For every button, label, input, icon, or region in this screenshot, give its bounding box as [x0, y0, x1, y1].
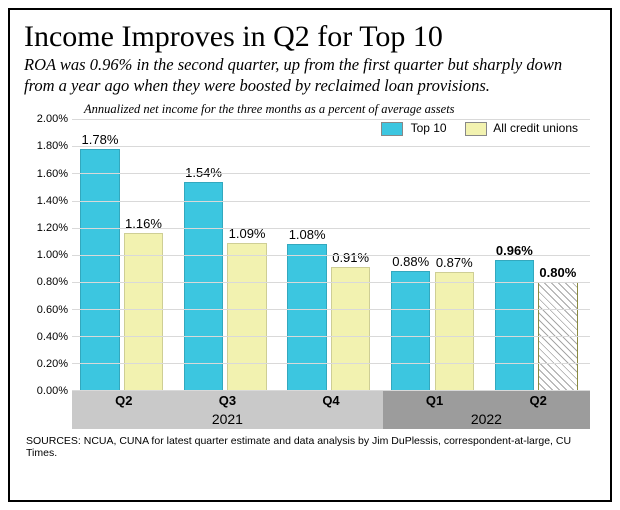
y-tick-label: 0.40%: [37, 331, 68, 343]
bar-value-label: 1.16%: [124, 216, 163, 233]
y-tick-label: 1.20%: [37, 222, 68, 234]
x-tick-label: Q2: [72, 391, 176, 411]
chart-caption: Annualized net income for the three mont…: [84, 102, 596, 117]
plot-area: Top 10 All credit unions 1.78%1.16%1.54%…: [72, 119, 590, 391]
chart-title: Income Improves in Q2 for Top 10: [24, 20, 596, 53]
y-axis: 0.00%0.20%0.40%0.60%0.80%1.00%1.20%1.40%…: [24, 119, 72, 391]
bar-all: 0.87%: [435, 272, 474, 390]
year-band-label: 2022: [383, 411, 590, 427]
y-tick-label: 0.20%: [37, 358, 68, 370]
bar-value-label: 1.08%: [287, 227, 326, 244]
gridline: [72, 282, 590, 283]
bar-top10: 0.88%: [391, 271, 430, 390]
bar-top10: 0.96%: [495, 260, 534, 390]
source-line: SOURCES: NCUA, CUNA for latest quarter e…: [26, 435, 596, 459]
bar-top10: 1.08%: [287, 244, 326, 390]
gridline: [72, 146, 590, 147]
gridline: [72, 119, 590, 120]
gridline: [72, 173, 590, 174]
bar-fill: [184, 182, 223, 391]
y-tick-label: 0.60%: [37, 304, 68, 316]
y-tick-label: 1.60%: [37, 168, 68, 180]
bar-fill: [391, 271, 430, 390]
bar-fill: [227, 243, 266, 391]
bar-all: 1.09%: [227, 243, 266, 391]
y-tick-label: 1.40%: [37, 195, 68, 207]
bar-value-label: 0.91%: [331, 250, 370, 267]
bar-top10: 1.54%: [184, 182, 223, 391]
y-tick-label: 2.00%: [37, 113, 68, 125]
bar-fill: [495, 260, 534, 390]
chart-subtitle: ROA was 0.96% in the second quarter, up …: [24, 55, 596, 96]
bar-all: 1.16%: [124, 233, 163, 390]
year-band-label: 2021: [72, 411, 383, 427]
bar-value-label: 0.87%: [435, 255, 474, 272]
x-tick-label: Q4: [279, 391, 383, 411]
y-tick-label: 1.00%: [37, 249, 68, 261]
y-tick-label: 0.80%: [37, 276, 68, 288]
x-axis: 20212022 Q2Q3Q4Q1Q2: [72, 391, 590, 429]
gridline: [72, 201, 590, 202]
gridline: [72, 255, 590, 256]
y-tick-label: 0.00%: [37, 385, 68, 397]
x-tick-label: Q3: [176, 391, 280, 411]
bar-fill: [287, 244, 326, 390]
gridline: [72, 309, 590, 310]
bar-fill: [80, 149, 119, 390]
chart-area: 0.00% 0.20% 0.40% 0.60% 0.80% 1.00% 1.20% 1.40%…: [24, 119, 596, 429]
bar-fill: [331, 267, 370, 390]
bar-fill: [435, 272, 474, 390]
bar-fill: [124, 233, 163, 390]
bar-value-label: 0.88%: [391, 254, 430, 271]
y-tick-label: 1.80%: [37, 140, 68, 152]
gridline: [72, 336, 590, 337]
x-tick-label: Q1: [383, 391, 487, 411]
bar-value-label: 0.80%: [538, 265, 577, 282]
bar-value-label: 0.96%: [495, 243, 534, 260]
chart-card: Income Improves in Q2 for Top 10 ROA was…: [8, 8, 612, 502]
gridline: [72, 363, 590, 364]
gridline: [72, 228, 590, 229]
bar-top10: 1.78%: [80, 149, 119, 390]
bar-all: 0.91%: [331, 267, 370, 390]
x-tick-label: Q2: [486, 391, 590, 411]
